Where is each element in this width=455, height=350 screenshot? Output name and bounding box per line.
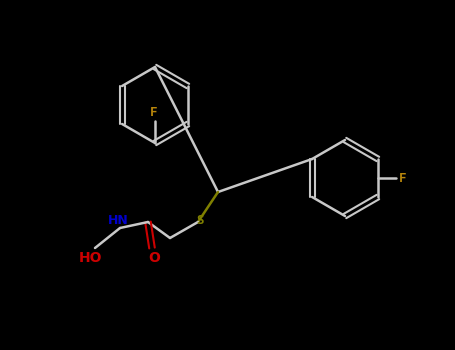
Text: O: O bbox=[148, 251, 160, 265]
Text: F: F bbox=[399, 172, 407, 184]
Text: S: S bbox=[196, 215, 204, 228]
Text: F: F bbox=[150, 105, 158, 119]
Text: HN: HN bbox=[108, 214, 128, 226]
Text: HO: HO bbox=[79, 251, 103, 265]
